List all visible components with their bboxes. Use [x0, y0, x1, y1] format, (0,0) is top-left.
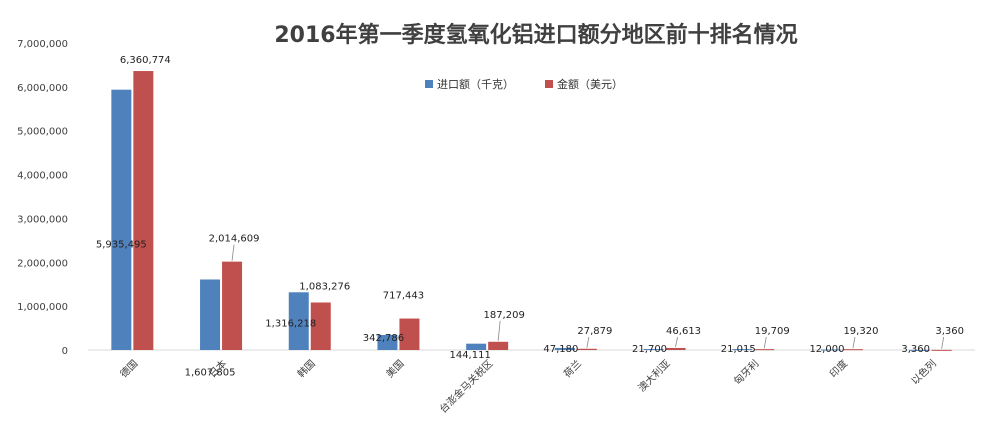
- legend-label: 进口额（千克）: [437, 78, 514, 91]
- legend-swatch: [545, 80, 553, 88]
- bar-import-volume: [200, 279, 221, 350]
- category-label: 美国: [383, 357, 406, 380]
- bar-import-volume: [288, 292, 309, 350]
- data-label: 717,443: [383, 291, 424, 302]
- leader-line: [941, 336, 945, 349]
- bar-amount: [754, 349, 775, 351]
- leader-line: [586, 336, 590, 348]
- y-tick-label: 3,000,000: [17, 214, 68, 225]
- leader-line: [763, 336, 767, 349]
- bar-amount: [133, 71, 154, 351]
- bars: [111, 71, 952, 351]
- y-tick-label: 6,000,000: [17, 83, 68, 94]
- data-label: 21,015: [721, 344, 756, 355]
- y-tick-label: 1,000,000: [17, 302, 68, 313]
- data-label: 19,320: [843, 326, 878, 337]
- y-tick-label: 0: [62, 346, 68, 357]
- data-label: 12,000: [809, 344, 844, 355]
- category-label: 台澎金马关税区: [437, 357, 496, 416]
- data-label: 144,111: [449, 350, 490, 361]
- bar-import-volume: [377, 334, 398, 350]
- data-label: 1,607,805: [185, 367, 236, 378]
- data-label: 1,316,218: [265, 318, 316, 329]
- bar-amount: [576, 348, 597, 350]
- data-label: 3,360: [935, 326, 964, 337]
- data-label: 19,709: [755, 326, 790, 337]
- bar-import-volume: [643, 349, 664, 351]
- bar-import-volume: [909, 349, 930, 351]
- data-label: 46,613: [666, 326, 701, 337]
- leader-line: [497, 320, 501, 341]
- bar-amount: [931, 349, 952, 351]
- bar-import-volume: [820, 349, 841, 351]
- category-label: 荷兰: [561, 357, 584, 380]
- category-label: 以色列: [908, 357, 938, 387]
- leader-line: [231, 244, 235, 261]
- category-label: 德国: [117, 357, 140, 380]
- y-tick-label: 5,000,000: [17, 127, 68, 138]
- bar-import-volume: [111, 89, 132, 350]
- y-tick-label: 4,000,000: [17, 171, 68, 182]
- data-label: 2,014,609: [209, 234, 260, 245]
- category-label: 韩国: [295, 357, 318, 380]
- y-tick-label: 7,000,000: [17, 39, 68, 50]
- leader-line: [852, 336, 856, 349]
- legend-swatch: [425, 80, 433, 88]
- data-label: 47,180: [543, 344, 578, 355]
- bar-import-volume: [732, 349, 753, 351]
- data-label: 27,879: [577, 326, 612, 337]
- y-tick-label: 2,000,000: [17, 258, 68, 269]
- category-labels: 德国 日本 韩国 美国 台澎金马关税区 荷兰 澳大利亚 匈牙利 印度 以色列: [117, 357, 939, 416]
- category-label: 印度: [827, 357, 850, 380]
- bar-amount: [488, 341, 509, 350]
- bar-import-volume: [554, 347, 575, 350]
- chart-title: 2016年第一季度氢氧化铝进口额分地区前十排名情况: [274, 22, 797, 48]
- bar-import-volume: [466, 343, 487, 350]
- leader-line: [675, 336, 678, 348]
- data-label: 1,083,276: [299, 281, 350, 292]
- category-label: 匈牙利: [731, 357, 761, 387]
- bar-amount: [310, 302, 331, 350]
- data-label: 21,700: [632, 344, 667, 355]
- data-label: 6,360,774: [120, 55, 171, 66]
- legend: 进口额（千克） 金额（美元）: [425, 77, 623, 91]
- data-label: 187,209: [483, 310, 524, 321]
- bar-amount: [842, 349, 863, 351]
- legend-label: 金额（美元）: [557, 77, 623, 91]
- data-labels: 5,935,495 6,360,774 1,607,805 2,014,609 1,31…: [96, 55, 964, 378]
- data-label: 3,360: [901, 344, 930, 355]
- data-label: 342,786: [363, 333, 404, 344]
- data-label: 5,935,495: [96, 240, 147, 251]
- bar-amount: [399, 318, 420, 350]
- bar-amount: [665, 347, 686, 350]
- category-label: 澳大利亚: [635, 357, 672, 394]
- bar-amount: [222, 261, 243, 350]
